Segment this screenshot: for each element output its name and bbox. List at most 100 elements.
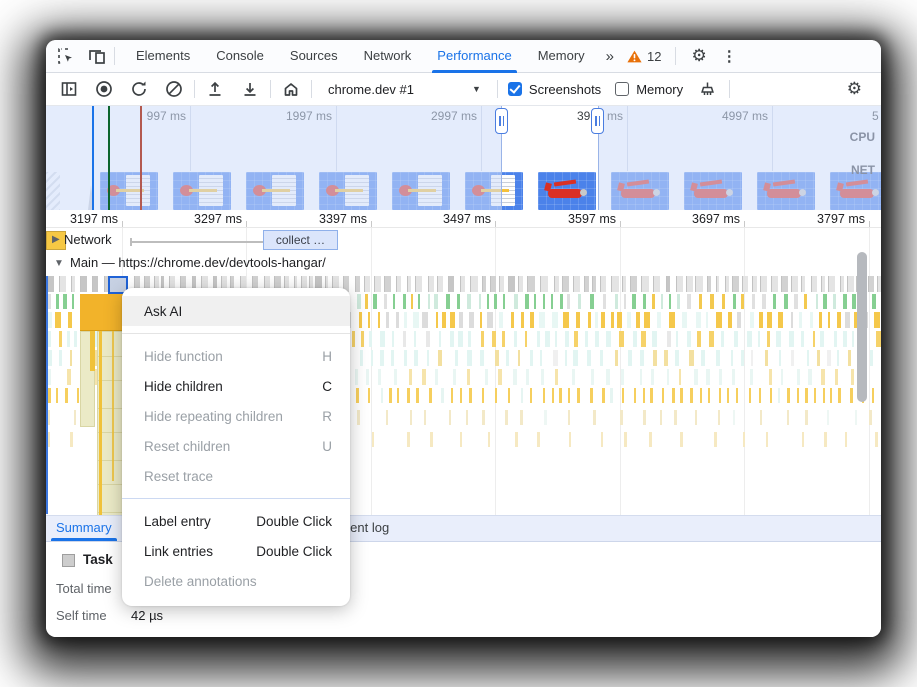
window-right-handle[interactable]	[591, 108, 604, 134]
history-selector[interactable]: chrome.dev #1	[328, 81, 414, 97]
flame-bar	[448, 410, 452, 425]
vertical-scrollbar-thumb[interactable]	[857, 252, 867, 402]
screenshot-thumbnail[interactable]	[392, 172, 450, 210]
more-tabs-icon[interactable]: »	[605, 47, 614, 65]
flame-bar	[695, 410, 698, 425]
flame-bar	[513, 369, 517, 385]
flame-bar	[453, 369, 457, 385]
flame-bar	[648, 432, 652, 447]
flame-gridline	[495, 228, 496, 515]
flame-bar	[499, 312, 504, 328]
menu-item-label: Hide children	[144, 378, 223, 394]
inspect-icon[interactable]	[56, 46, 76, 66]
menu-item-ask-ai[interactable]: Ask AI	[122, 296, 350, 326]
menu-item-hide-children[interactable]: Hide children C	[122, 371, 350, 401]
window-left-handle[interactable]	[495, 108, 508, 134]
flame-bar	[824, 432, 827, 447]
kebab-menu-icon[interactable]: ⋮	[721, 48, 737, 65]
tab-console[interactable]: Console	[216, 47, 264, 63]
network-request-chip[interactable]: collect …	[263, 230, 338, 250]
collect-garbage-icon[interactable]	[697, 79, 717, 99]
thumb-plane-wing	[626, 179, 650, 187]
selected-flame-entry[interactable]	[108, 276, 128, 294]
flame-bar	[728, 312, 733, 328]
reload-record-icon[interactable]	[129, 79, 149, 99]
flame-bar	[769, 369, 772, 385]
flame-bar	[428, 388, 432, 403]
screenshot-thumbnail[interactable]	[465, 172, 523, 210]
screenshot-thumbnail[interactable]	[246, 172, 304, 210]
flame-bar	[693, 369, 698, 385]
flame-bar	[449, 331, 455, 347]
flame-bar	[459, 276, 466, 292]
chevron-down-icon[interactable]: ▼	[472, 84, 481, 94]
flame-bar	[676, 276, 684, 292]
flame-bar	[469, 276, 478, 292]
collapse-triangle-icon[interactable]: ▶	[52, 234, 60, 245]
ruler-tick	[246, 221, 247, 227]
flame-bar	[680, 388, 684, 403]
download-trace-icon[interactable]	[240, 79, 260, 99]
device-toolbar-icon[interactable]	[86, 46, 106, 66]
clear-icon[interactable]	[164, 79, 184, 99]
thumb-plane-nose	[872, 189, 879, 196]
flame-bar	[360, 331, 365, 347]
thumb-yellow-bar	[335, 189, 363, 192]
screenshot-thumbnail[interactable]	[538, 172, 596, 210]
capture-settings-gear-icon[interactable]: ⚙	[846, 79, 862, 98]
flame-bar	[200, 276, 208, 292]
memory-checkbox[interactable]	[615, 82, 630, 96]
flame-bar	[555, 369, 559, 385]
flame-bar	[706, 312, 708, 328]
flame-bar	[493, 294, 498, 309]
ruler-label: 3697 ms	[692, 212, 740, 226]
flame-bar	[876, 331, 881, 347]
menu-item-label: Ask AI	[144, 303, 183, 319]
devtools-tabbar: Elements Console Sources Network Performance…	[46, 40, 881, 73]
flame-bar	[699, 388, 703, 403]
tab-performance[interactable]: Performance	[424, 40, 524, 73]
flame-bar	[741, 294, 745, 309]
menu-item-link-entries[interactable]: Link entries Double Click	[122, 536, 350, 566]
upload-trace-icon[interactable]	[205, 79, 225, 99]
screenshot-thumbnail[interactable]	[830, 172, 881, 210]
screenshot-thumbnail[interactable]	[757, 172, 815, 210]
sidebar-toggle-icon[interactable]	[59, 79, 79, 99]
flame-bar	[659, 410, 663, 425]
network-track[interactable]: ▶ Network collect …	[46, 230, 881, 252]
thumb-yellow-bar	[189, 189, 217, 192]
tab-sources[interactable]: Sources	[289, 47, 338, 63]
issues-warning[interactable]: 12	[621, 49, 667, 64]
screenshots-checkbox[interactable]	[507, 82, 522, 96]
tab-memory[interactable]: Memory	[537, 47, 585, 63]
home-icon[interactable]	[281, 79, 301, 99]
flame-bar	[440, 388, 444, 403]
flame-bar	[716, 312, 722, 328]
flame-bar	[614, 294, 619, 309]
settings-gear-icon[interactable]: ⚙	[691, 46, 707, 65]
screenshot-thumbnail[interactable]	[684, 172, 742, 210]
tab-summary[interactable]: Summary	[51, 520, 117, 541]
flame-bar	[71, 294, 75, 309]
flame-bar	[593, 410, 597, 425]
flame-bar	[578, 294, 582, 309]
screenshot-thumbnail[interactable]	[611, 172, 669, 210]
screenshot-thumbnail[interactable]	[173, 172, 231, 210]
menu-item-label-entry[interactable]: Label entry Double Click	[122, 506, 350, 536]
main-track-header[interactable]: ▼ Main — https://chrome.dev/devtools-han…	[46, 254, 881, 274]
screenshot-thumbnail[interactable]	[319, 172, 377, 210]
flame-bar	[381, 388, 383, 403]
flame-bar	[865, 312, 869, 328]
flame-bar	[48, 312, 52, 328]
tab-network[interactable]: Network	[363, 47, 412, 63]
expand-triangle-icon[interactable]: ▼	[54, 258, 64, 269]
flame-gold-sliver	[99, 331, 102, 515]
flame-bar	[592, 276, 597, 292]
flame-bar	[720, 331, 725, 347]
flame-bar	[415, 276, 423, 292]
flame-bar	[469, 388, 473, 403]
tab-elements[interactable]: Elements	[136, 47, 191, 63]
record-icon[interactable]	[94, 79, 114, 99]
flame-bar	[154, 276, 159, 292]
